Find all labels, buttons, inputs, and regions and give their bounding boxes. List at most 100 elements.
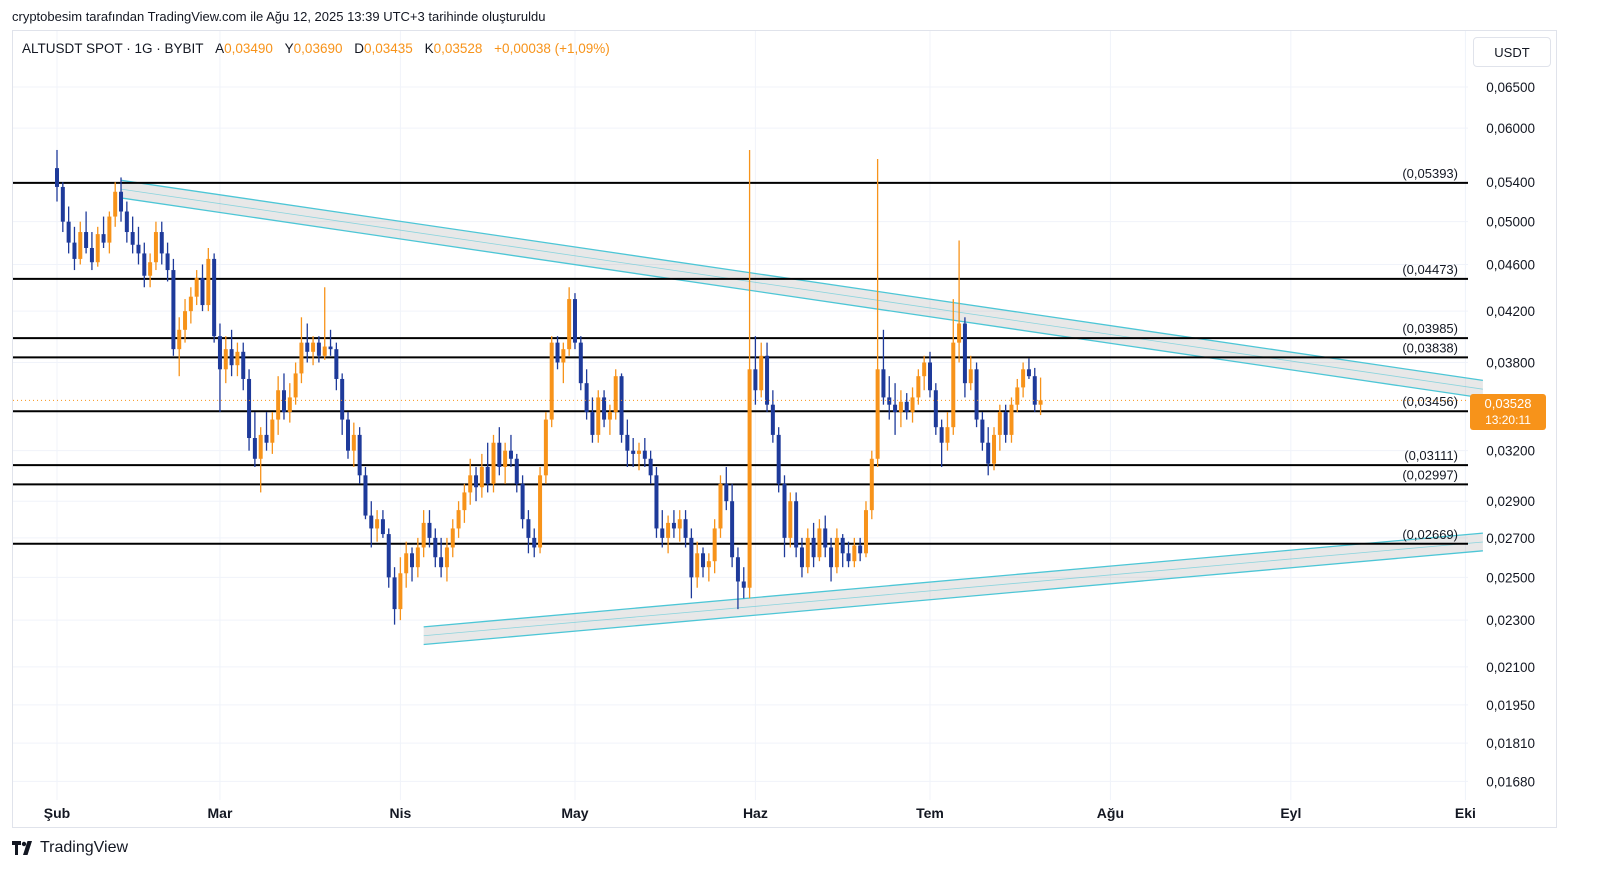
candle-body (456, 510, 461, 529)
candle-body (491, 442, 496, 484)
candle-body (549, 342, 554, 420)
tradingview-logo[interactable]: TradingView (12, 839, 128, 857)
high-value: 0,03690 (293, 41, 343, 56)
candle-body (619, 376, 624, 435)
candle-body (805, 537, 810, 568)
candle-body (648, 458, 653, 476)
candle-body (474, 475, 479, 488)
candle-body (776, 434, 781, 484)
channel-lower-line-0 (120, 197, 1483, 399)
candle-body (765, 355, 770, 405)
high-label: Y (284, 41, 294, 56)
currency-selector[interactable]: USDT (1473, 37, 1551, 67)
candle-body (625, 434, 630, 451)
candle-body (392, 577, 397, 610)
candle-body (724, 483, 729, 502)
candle-body (281, 390, 286, 413)
candle-body (631, 450, 636, 454)
candle-body (468, 475, 473, 493)
change-value: +0,00038 (+1,09%) (494, 41, 610, 56)
candle-body (671, 522, 676, 529)
y-tick-label: 0,04600 (1486, 257, 1535, 272)
candle-body (427, 522, 432, 538)
open-label: A (215, 41, 225, 56)
candle-body (124, 211, 129, 233)
candle-body (398, 573, 403, 610)
candle-body (741, 581, 746, 588)
candle-body (526, 519, 531, 538)
symbol-name[interactable]: ALTUSDT SPOT · 1G · BYBIT (22, 41, 204, 56)
candle-body (701, 553, 706, 568)
candle-body (72, 242, 77, 259)
candle-body (66, 221, 71, 243)
last-price-tag: 0,03528 13:20:11 (1470, 394, 1546, 430)
candle-body (363, 475, 368, 516)
x-tick-label: Haz (743, 805, 768, 821)
candle-body (113, 191, 118, 217)
candle-body (334, 349, 339, 379)
candle-body (863, 510, 868, 554)
bar-countdown: 13:20:11 (1485, 413, 1531, 427)
candle-body (369, 515, 374, 529)
low-label: D (354, 41, 364, 56)
candle-body (188, 296, 193, 312)
candle-body (439, 557, 444, 568)
candle-body (78, 232, 83, 259)
level-label: (0,05393) (1402, 166, 1458, 181)
candle-body (875, 369, 880, 459)
open-value: 0,03490 (224, 41, 273, 56)
candle-body (84, 232, 89, 248)
candle-body (119, 191, 124, 212)
candle-body (270, 419, 275, 443)
candle-body (1009, 404, 1014, 435)
candle-body (747, 369, 752, 588)
candle-body (1021, 369, 1026, 388)
candle-body (183, 311, 188, 330)
candle-body (945, 427, 950, 443)
candle-body (997, 412, 1002, 435)
channel-mid-line-1 (423, 541, 1483, 637)
candle-body (101, 234, 106, 243)
candle-body (799, 547, 804, 568)
candle-body (55, 168, 59, 187)
candle-body (596, 397, 601, 435)
candle-body (916, 376, 921, 398)
candle-body (247, 378, 252, 439)
candle-body (479, 466, 484, 488)
y-tick-label: 0,05400 (1486, 175, 1535, 190)
y-tick-label: 0,06500 (1486, 80, 1535, 95)
level-label: (0,03111) (1404, 448, 1458, 463)
level-label: (0,02669) (1402, 527, 1458, 542)
brand-name: TradingView (40, 839, 129, 856)
candle-body (130, 232, 135, 245)
candle-body (340, 378, 345, 420)
candle-body (223, 349, 228, 370)
candle-body (613, 376, 618, 413)
candle-body (89, 247, 94, 263)
candle-body (217, 336, 222, 370)
x-tick-label: Ağu (1097, 805, 1124, 821)
candle-body (421, 522, 426, 548)
candle-body (514, 458, 519, 484)
candle-body (962, 323, 967, 384)
y-tick-label: 0,02300 (1486, 613, 1535, 628)
candle-body (485, 466, 490, 484)
candle-body (607, 412, 612, 420)
candle-body (520, 483, 525, 520)
candle-body (351, 434, 356, 451)
candle-body (328, 346, 333, 350)
ohlc-legend: ALTUSDT SPOT · 1G · BYBIT A0,03490 Y0,03… (22, 41, 610, 56)
candle-body (404, 553, 409, 574)
candle-body (770, 404, 775, 435)
candle-body (567, 299, 572, 350)
x-tick-label: Eki (1455, 805, 1476, 821)
y-tick-label: 0,02100 (1486, 660, 1535, 675)
candle-body (142, 253, 147, 276)
candle-body (305, 342, 310, 352)
candle-body (974, 369, 979, 420)
chart-caption: cryptobesim tarafından TradingView.com i… (12, 9, 546, 24)
candle-body (968, 369, 973, 384)
candle-body (287, 397, 292, 413)
candle-body (910, 397, 915, 413)
